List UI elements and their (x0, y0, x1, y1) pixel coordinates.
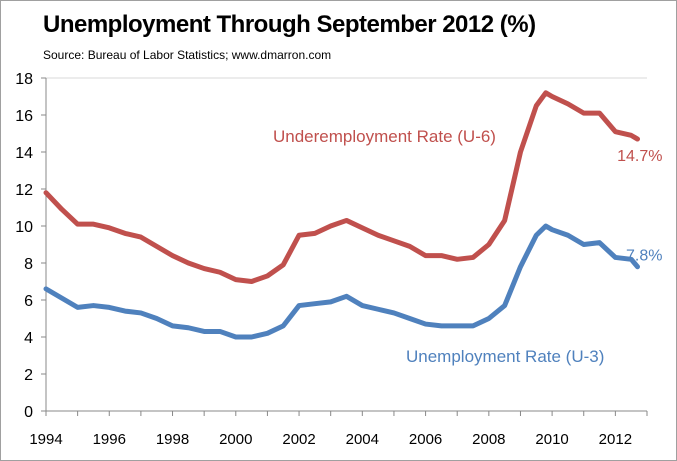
y-tick-label: 2 (24, 367, 33, 384)
y-tick-label: 8 (24, 256, 33, 273)
x-tick-label: 2008 (472, 431, 505, 448)
u3-series-label: Unemployment Rate (U-3) (406, 347, 604, 366)
u6-series-label: Underemployment Rate (U-6) (273, 127, 496, 146)
y-tick-label: 10 (15, 219, 33, 236)
x-tick-label: 1994 (29, 431, 62, 448)
chart-subtitle: Source: Bureau of Labor Statistics; www.… (43, 48, 332, 62)
x-tick-label: 1998 (156, 431, 189, 448)
y-tick-label: 18 (15, 71, 33, 88)
y-tick-label: 4 (24, 330, 33, 347)
y-tick-label: 16 (15, 108, 33, 125)
x-tick-label: 2012 (599, 431, 632, 448)
x-tick-label: 1996 (93, 431, 126, 448)
x-tick-label: 2006 (409, 431, 442, 448)
chart-title: Unemployment Through September 2012 (%) (43, 11, 536, 38)
u6-end-label: 14.7% (617, 148, 662, 165)
x-tick-label: 2010 (535, 431, 568, 448)
u3-end-label: 7.8% (626, 248, 662, 265)
x-tick-label: 2002 (282, 431, 315, 448)
u3-line (43, 223, 641, 340)
x-tick-label: 2000 (219, 431, 252, 448)
y-tick-label: 6 (24, 293, 33, 310)
y-tick-label: 14 (15, 145, 33, 162)
y-tick-label: 12 (15, 182, 33, 199)
x-tick-label: 2004 (346, 431, 379, 448)
y-tick-label: 0 (24, 404, 33, 421)
u6-line (43, 90, 641, 284)
